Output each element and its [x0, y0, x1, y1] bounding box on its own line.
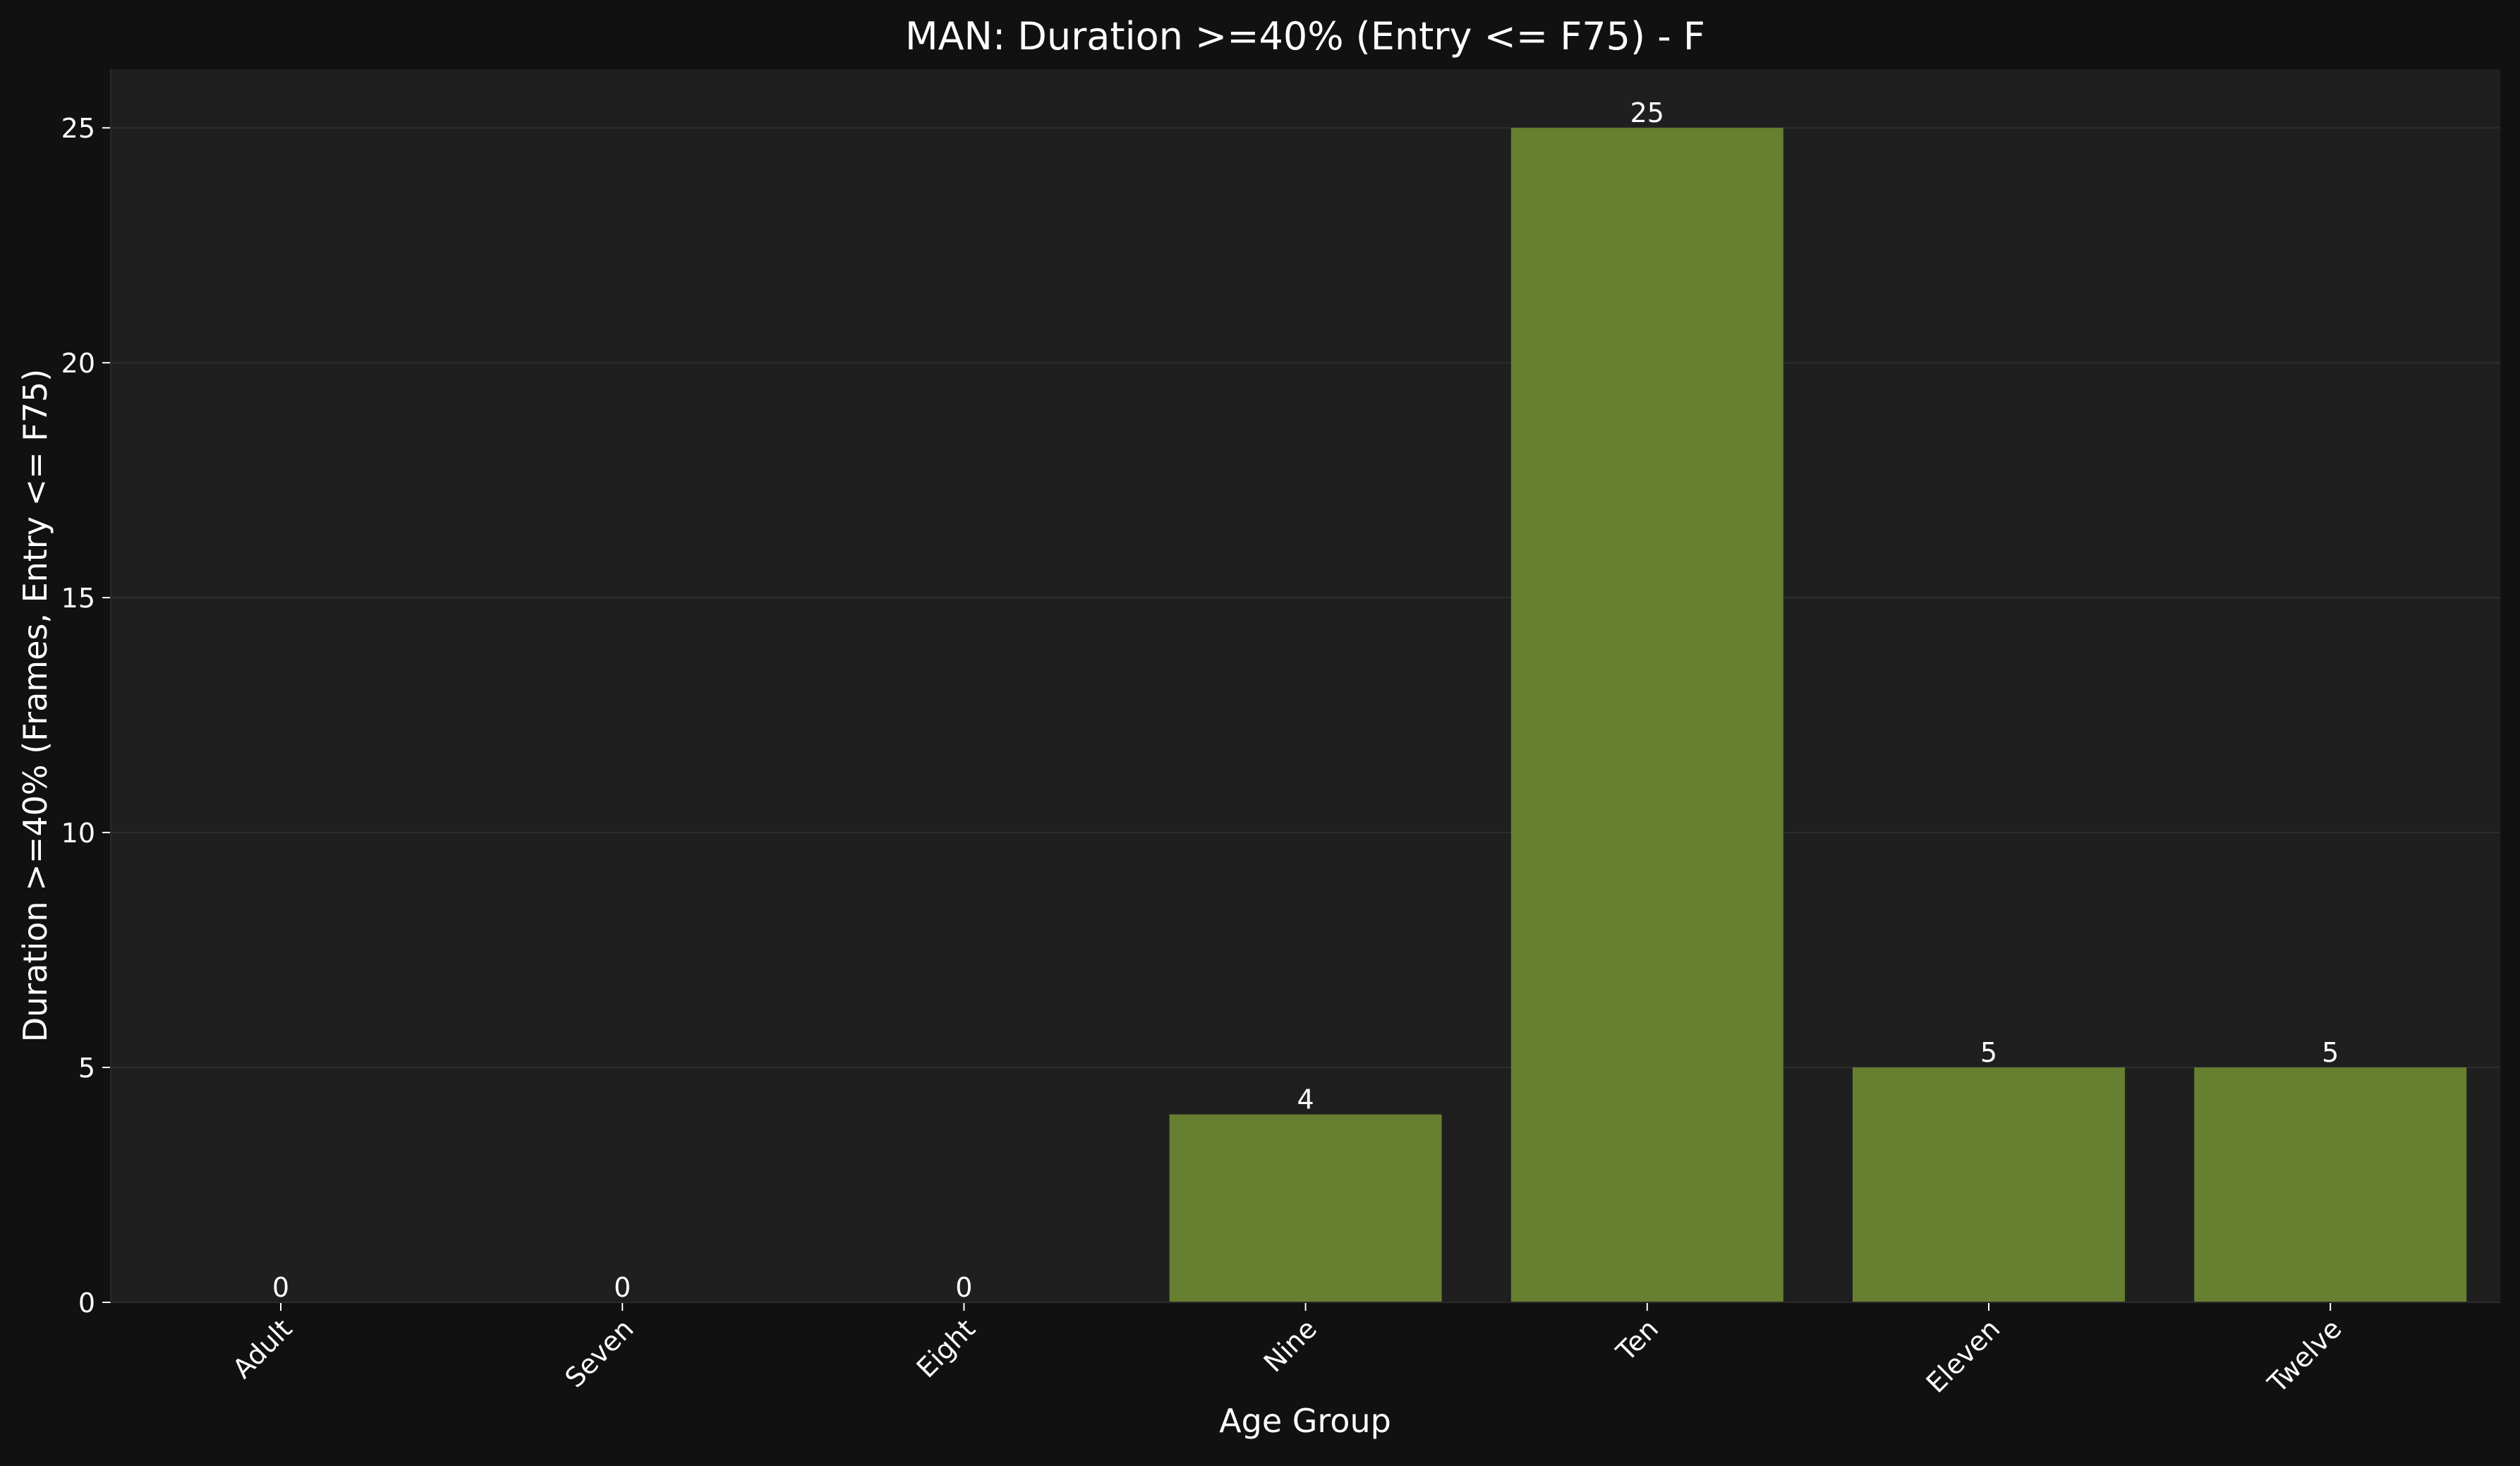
data-label: 0: [955, 1272, 972, 1303]
data-label: 0: [272, 1272, 289, 1303]
data-label: 5: [2322, 1037, 2339, 1068]
bar-eleven: [1853, 1067, 2125, 1302]
y-tick-label: 5: [78, 1053, 95, 1084]
y-tick-label: 0: [78, 1288, 95, 1319]
y-tick-label: 10: [61, 818, 95, 849]
bar-nine: [1169, 1114, 1442, 1302]
data-label: 4: [1297, 1084, 1314, 1115]
data-label: 0: [614, 1272, 631, 1303]
axis-spines: [110, 69, 2500, 1303]
data-label: 5: [1980, 1037, 1997, 1068]
y-axis-ticks: 0 5 10 15 20 25: [61, 113, 111, 1319]
data-label: 25: [1630, 97, 1664, 128]
y-axis-label: Duration >=40% (Frames, Entry <= F75): [16, 369, 54, 1043]
bars: [1169, 128, 2467, 1303]
chart-title: MAN: Duration >=40% (Entry <= F75) - F: [905, 14, 1705, 59]
bar-twelve: [2194, 1067, 2467, 1302]
bar-ten: [1510, 128, 1783, 1303]
y-tick-label: 20: [61, 348, 95, 379]
data-labels: 0 0 0 4 25 5 5: [272, 97, 2339, 1303]
y-tick-label: 15: [61, 583, 95, 614]
y-tick-label: 25: [61, 113, 95, 144]
x-axis-label: Age Group: [1219, 1402, 1391, 1440]
